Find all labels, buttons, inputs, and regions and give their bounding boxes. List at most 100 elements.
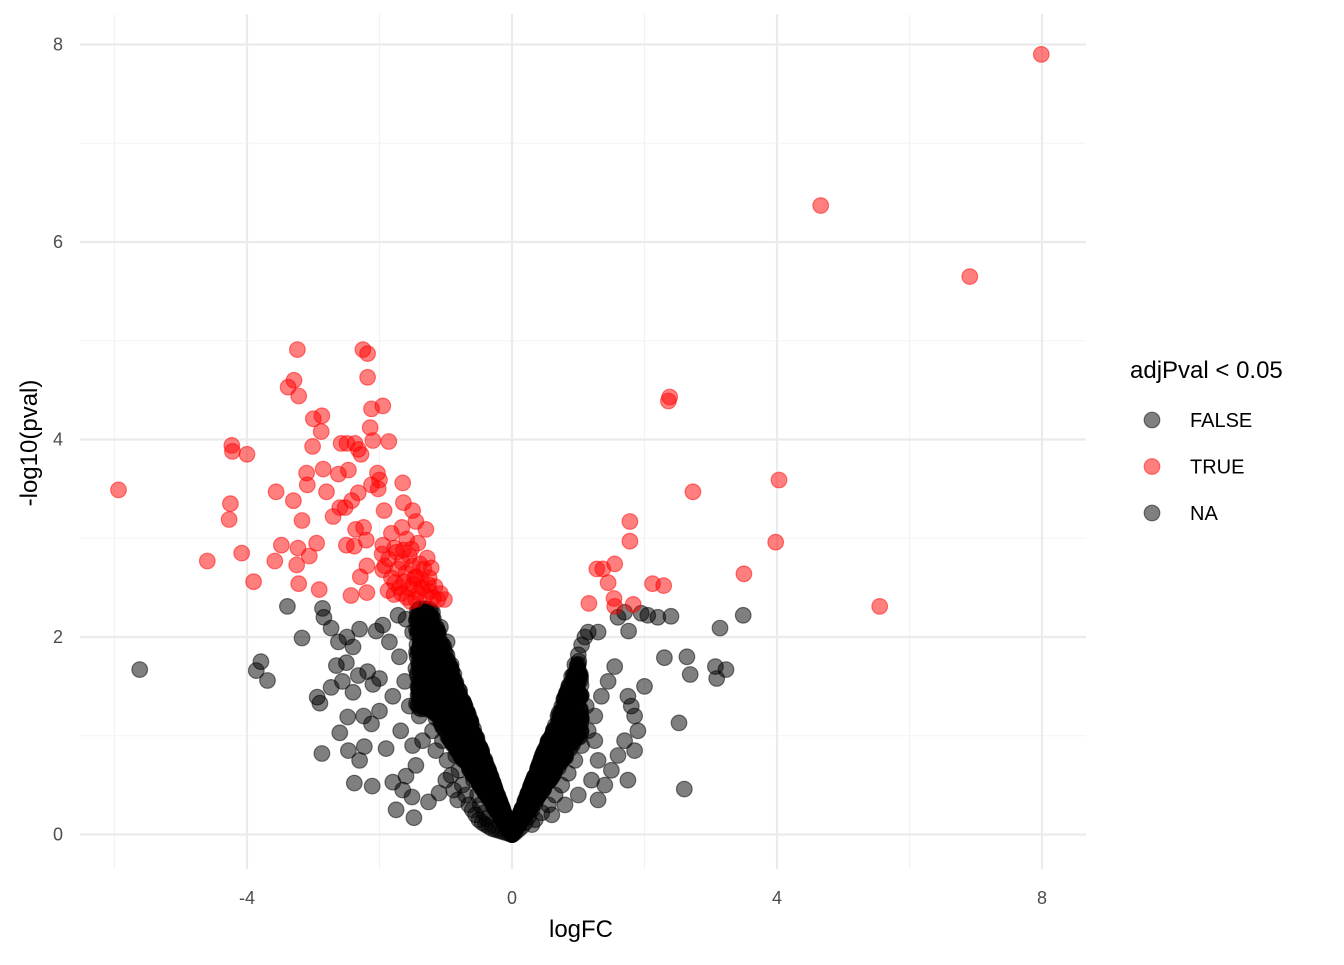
point-true — [369, 480, 387, 498]
point-false — [711, 619, 729, 637]
x-tick-label: 8 — [1037, 888, 1047, 908]
point-false — [404, 623, 422, 641]
point-false — [589, 791, 607, 809]
point-true — [1032, 46, 1050, 63]
point-false — [259, 672, 276, 689]
point-true — [221, 495, 239, 513]
point-true — [599, 574, 617, 592]
point-true — [289, 341, 306, 359]
point-true — [376, 557, 394, 575]
point-true — [655, 577, 673, 594]
point-false — [675, 780, 693, 798]
point-false — [425, 658, 443, 675]
point-true — [422, 559, 440, 577]
point-false — [410, 707, 428, 725]
point-false — [556, 796, 574, 814]
point-false — [462, 757, 480, 774]
point-false — [344, 638, 362, 656]
point-true — [871, 598, 889, 615]
point-false — [596, 776, 614, 794]
point-false — [420, 638, 438, 656]
point-true — [288, 556, 306, 574]
point-false — [451, 702, 469, 720]
point-false — [387, 801, 405, 819]
point-false — [363, 777, 381, 795]
point-true — [342, 587, 360, 604]
point-true — [340, 461, 357, 479]
point-false — [367, 622, 385, 640]
point-false — [670, 714, 688, 732]
point-true — [684, 483, 702, 501]
point-false — [334, 673, 351, 690]
point-false — [586, 732, 604, 750]
point-true — [233, 544, 251, 562]
legend: adjPval < 0.05 FALSE TRUE NA — [1130, 357, 1283, 525]
point-true — [417, 521, 435, 538]
point-false — [629, 722, 647, 740]
point-false — [485, 777, 502, 795]
point-false — [355, 738, 373, 755]
point-false — [437, 771, 455, 789]
point-false — [394, 781, 412, 799]
point-false — [626, 742, 643, 759]
point-true — [660, 392, 677, 410]
point-false — [717, 661, 735, 678]
point-false — [424, 722, 441, 740]
point-false — [458, 742, 476, 759]
point-false — [569, 673, 587, 690]
point-false — [131, 661, 149, 678]
point-true — [961, 268, 979, 286]
point-false — [432, 618, 449, 636]
point-false — [662, 607, 680, 625]
y-tick-label: 2 — [53, 627, 63, 647]
point-true — [298, 476, 316, 494]
point-false — [377, 740, 395, 757]
point-true — [375, 502, 393, 520]
point-true — [308, 534, 326, 552]
point-false — [311, 694, 329, 712]
point-true — [312, 423, 330, 441]
point-true — [385, 586, 403, 603]
point-true — [266, 552, 284, 570]
point-false — [407, 757, 425, 774]
point-true — [314, 460, 332, 478]
point-false — [340, 742, 357, 759]
point-false — [442, 656, 460, 673]
x-tick-label: -4 — [239, 888, 255, 908]
legend-label-na: NA — [1190, 503, 1218, 525]
point-false — [400, 697, 418, 715]
legend-label-false: FALSE — [1190, 410, 1252, 432]
point-false — [430, 702, 448, 720]
point-true — [290, 575, 308, 593]
point-true — [220, 511, 238, 528]
point-true — [432, 585, 449, 602]
point-false — [345, 774, 363, 792]
legend-entries: FALSE TRUE NA — [1143, 410, 1252, 525]
points-true-series — [110, 46, 1050, 615]
legend-label-true: TRUE — [1190, 457, 1244, 479]
point-true — [198, 552, 216, 570]
x-tick-label: 0 — [507, 888, 517, 908]
y-tick-label: 0 — [53, 825, 63, 845]
point-false — [465, 771, 483, 789]
point-false — [569, 786, 587, 804]
point-false — [449, 791, 467, 809]
point-false — [636, 678, 653, 695]
point-true — [770, 471, 788, 489]
point-true — [223, 443, 241, 460]
point-false — [322, 619, 340, 637]
x-tick-labels: -4 0 4 8 — [239, 888, 1047, 908]
point-false — [478, 810, 496, 828]
point-true — [273, 536, 290, 554]
point-true — [279, 378, 297, 396]
point-true — [245, 573, 263, 591]
point-false — [391, 648, 408, 666]
point-true — [354, 341, 372, 359]
point-true — [293, 512, 311, 529]
point-true — [313, 407, 331, 425]
point-false — [434, 732, 451, 750]
point-false — [438, 752, 456, 769]
point-true — [336, 499, 354, 517]
point-true — [300, 547, 318, 565]
point-true — [358, 584, 376, 601]
